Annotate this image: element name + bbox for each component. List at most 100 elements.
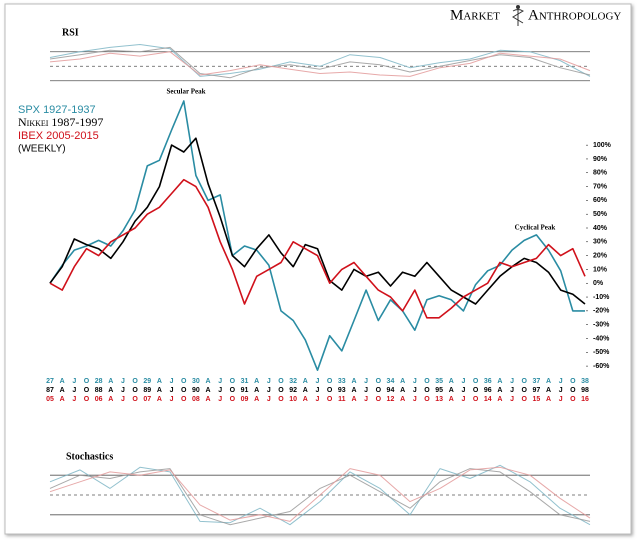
y-tick-label: 90% [593,156,608,163]
x-tick-label: 33 [338,378,346,385]
x-tick-label: 05 [46,396,54,403]
y-tick-label: 40% [593,225,608,232]
x-tick-label: 93 [338,387,346,394]
x-tick-label: O [278,378,284,385]
logo-right: Anthropology [528,7,621,23]
x-tick-label: J [461,387,465,394]
x-tick-label: J [413,387,417,394]
x-tick-label: J [316,378,320,385]
x-tick-label: O [424,396,430,403]
x-tick-label: O [132,378,138,385]
x-tick-label: 88 [95,387,103,394]
x-tick-label: 34 [387,378,395,385]
series-line [49,137,586,305]
series-line [49,51,591,77]
x-tick-label: A [254,378,259,385]
x-tick-label: J [170,378,174,385]
x-tick-label: A [351,378,356,385]
x-tick-label: 08 [192,396,200,403]
y-tick-label: -30% [593,322,610,329]
x-tick-label: A [108,387,113,394]
x-tick-label: O [570,378,576,385]
x-tick-label: A [400,396,405,403]
x-tick-label: O [473,387,479,394]
x-tick-label: 28 [95,378,103,385]
y-tick-label: -50% [593,349,610,356]
x-tick-label: A [449,387,454,394]
x-tick-label: O [132,387,138,394]
x-tick-label: O [278,387,284,394]
x-tick-label: A [497,396,502,403]
x-tick-label: O [376,396,382,403]
x-tick-label: J [267,396,271,403]
y-tick-label: -20% [593,308,610,315]
x-tick-label: 38 [581,378,589,385]
x-tick-label: 15 [532,396,540,403]
x-tick-label: A [351,387,356,394]
x-tick-label: 11 [338,396,346,403]
x-tick-label: J [121,396,125,403]
x-tick-label: A [351,396,356,403]
x-tick-label: J [413,396,417,403]
logo-left: Market [450,7,500,23]
x-tick-label: 06 [95,396,103,403]
annotation: Cyclical Peak [515,224,556,232]
series-line [49,178,586,319]
x-tick-label: A [497,387,502,394]
x-tick-label: J [461,396,465,403]
x-tick-label: O [376,378,382,385]
x-tick-label: O [424,387,430,394]
x-tick-label: A [206,387,211,394]
x-tick-label: A [206,396,211,403]
x-tick-label: J [170,396,174,403]
series-line [49,466,591,522]
x-tick-label: A [157,378,162,385]
x-tick-label: A [546,387,551,394]
y-tick-label: -60% [593,363,610,370]
x-tick-label: 90 [192,387,200,394]
x-tick-label: 92 [289,387,297,394]
x-tick-label: 36 [484,378,492,385]
x-tick-label: O [84,396,90,403]
x-tick-label: 89 [143,387,151,394]
x-tick-label: J [510,378,514,385]
x-tick-label: A [206,378,211,385]
x-tick-label: O [327,396,333,403]
x-tick-label: O [84,387,90,394]
x-tick-label: O [376,387,382,394]
x-tick-label: J [218,387,222,394]
x-tick-label: A [449,378,454,385]
x-tick-label: A [60,378,65,385]
x-tick-label: J [218,378,222,385]
x-tick-label: O [230,387,236,394]
x-tick-label: A [546,378,551,385]
x-tick-label: O [181,378,187,385]
x-tick-label: O [181,396,187,403]
x-tick-label: 09 [241,396,249,403]
x-tick-label: J [364,396,368,403]
x-tick-label: J [170,387,174,394]
y-tick-label: 30% [593,239,608,246]
y-tick-label: 20% [593,252,608,259]
y-tick-label: 10% [593,266,608,273]
x-tick-label: J [316,396,320,403]
x-tick-label: 35 [435,378,443,385]
x-tick-label: O [327,378,333,385]
y-tick-label: 70% [593,183,608,190]
legend-note: (WEEKLY) [18,144,66,155]
panel-title: Stochastics [66,451,113,462]
x-tick-label: 31 [241,378,249,385]
y-tick-label: 60% [593,197,608,204]
x-tick-label: J [559,396,563,403]
x-tick-label: 98 [581,387,589,394]
x-tick-label: J [121,378,125,385]
x-tick-label: O [132,396,138,403]
x-tick-label: 27 [46,378,54,385]
x-tick-label: A [449,396,454,403]
x-tick-label: J [461,378,465,385]
logo-icon [512,5,524,26]
series-line [49,100,585,371]
x-tick-label: A [400,378,405,385]
x-tick-label: J [316,387,320,394]
